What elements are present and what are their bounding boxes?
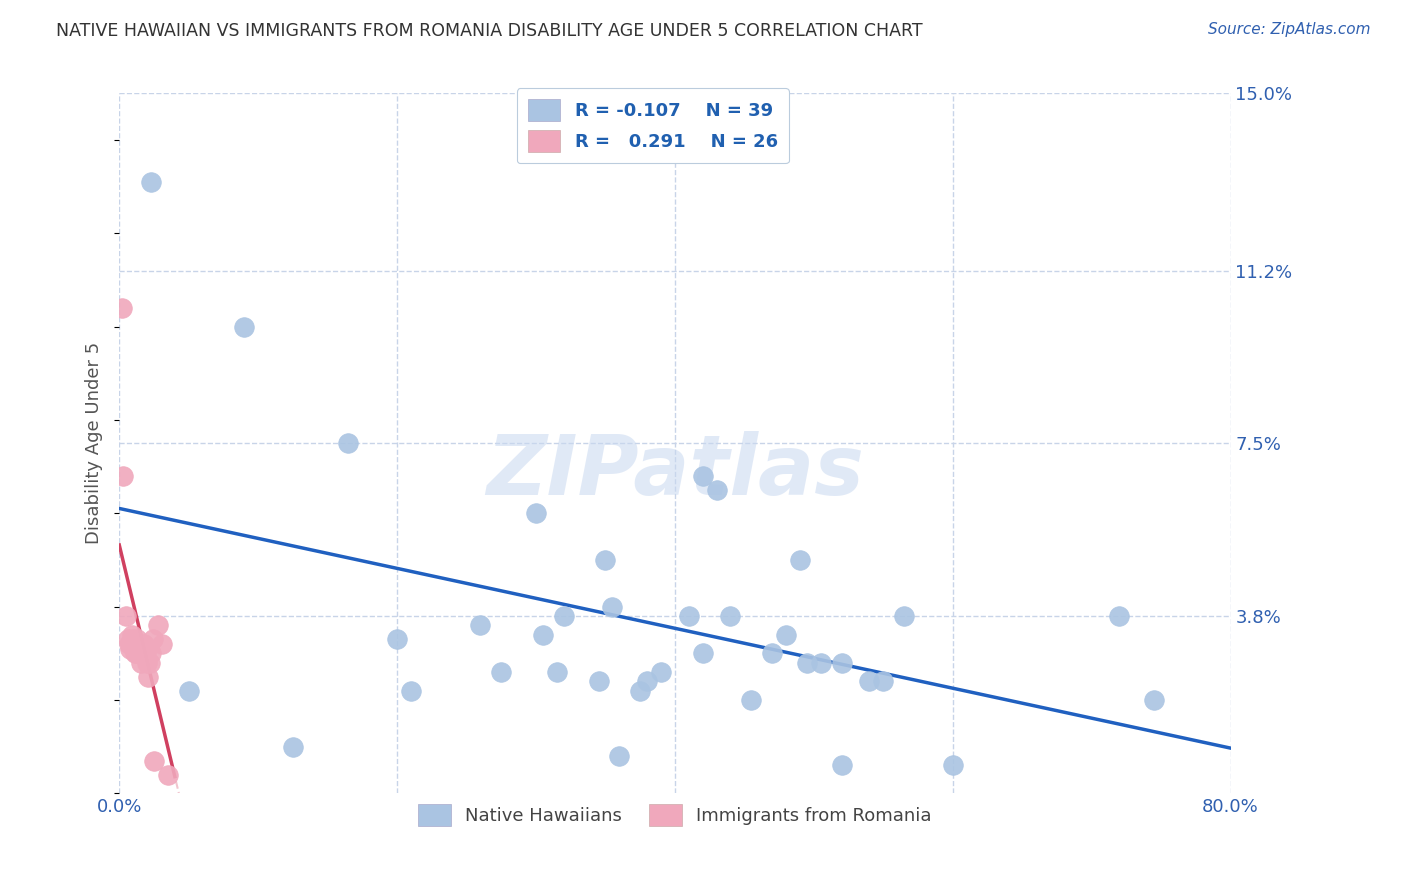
Point	[337, 436, 360, 450]
Point	[111, 301, 134, 315]
Point	[720, 609, 742, 624]
Point	[129, 646, 152, 660]
Text: Source: ZipAtlas.com: Source: ZipAtlas.com	[1208, 22, 1371, 37]
Point	[1108, 609, 1130, 624]
Point	[692, 469, 714, 483]
Point	[524, 507, 547, 521]
Point	[141, 646, 163, 660]
Point	[146, 618, 169, 632]
Legend: Native Hawaiians, Immigrants from Romania: Native Hawaiians, Immigrants from Romani…	[411, 797, 939, 833]
Point	[135, 646, 157, 660]
Point	[893, 609, 915, 624]
Point	[124, 646, 146, 660]
Point	[142, 632, 165, 647]
Point	[399, 683, 422, 698]
Point	[112, 469, 135, 483]
Point	[872, 674, 894, 689]
Point	[858, 674, 880, 689]
Point	[281, 739, 304, 754]
Point	[134, 637, 156, 651]
Y-axis label: Disability Age Under 5: Disability Age Under 5	[86, 343, 103, 544]
Point	[706, 483, 728, 497]
Point	[692, 646, 714, 660]
Point	[385, 632, 408, 647]
Point	[121, 628, 143, 642]
Point	[1143, 693, 1166, 707]
Point	[531, 628, 554, 642]
Point	[546, 665, 568, 679]
Point	[115, 609, 138, 624]
Point	[831, 656, 853, 670]
Point	[761, 646, 783, 660]
Point	[118, 637, 141, 651]
Point	[831, 758, 853, 772]
Point	[588, 674, 610, 689]
Point	[636, 674, 658, 689]
Point	[117, 632, 139, 647]
Point	[678, 609, 700, 624]
Point	[602, 599, 624, 614]
Point	[127, 632, 149, 647]
Point	[628, 683, 651, 698]
Point	[470, 618, 492, 632]
Point	[942, 758, 965, 772]
Point	[139, 656, 162, 670]
Point	[553, 609, 575, 624]
Point	[650, 665, 672, 679]
Point	[132, 646, 155, 660]
Point	[775, 628, 797, 642]
Point	[491, 665, 513, 679]
Point	[128, 641, 150, 656]
Point	[122, 632, 145, 647]
Point	[138, 670, 160, 684]
Point	[141, 175, 163, 189]
Point	[609, 749, 631, 764]
Text: NATIVE HAWAIIAN VS IMMIGRANTS FROM ROMANIA DISABILITY AGE UNDER 5 CORRELATION CH: NATIVE HAWAIIAN VS IMMIGRANTS FROM ROMAN…	[56, 22, 922, 40]
Point	[740, 693, 762, 707]
Point	[131, 656, 153, 670]
Point	[120, 641, 142, 656]
Point	[125, 646, 148, 660]
Point	[595, 553, 617, 567]
Point	[136, 656, 159, 670]
Point	[233, 319, 256, 334]
Point	[156, 767, 179, 781]
Point	[150, 637, 173, 651]
Point	[177, 683, 200, 698]
Point	[810, 656, 832, 670]
Point	[789, 553, 811, 567]
Point	[143, 754, 166, 768]
Point	[796, 656, 818, 670]
Text: ZIPatlas: ZIPatlas	[486, 431, 863, 512]
